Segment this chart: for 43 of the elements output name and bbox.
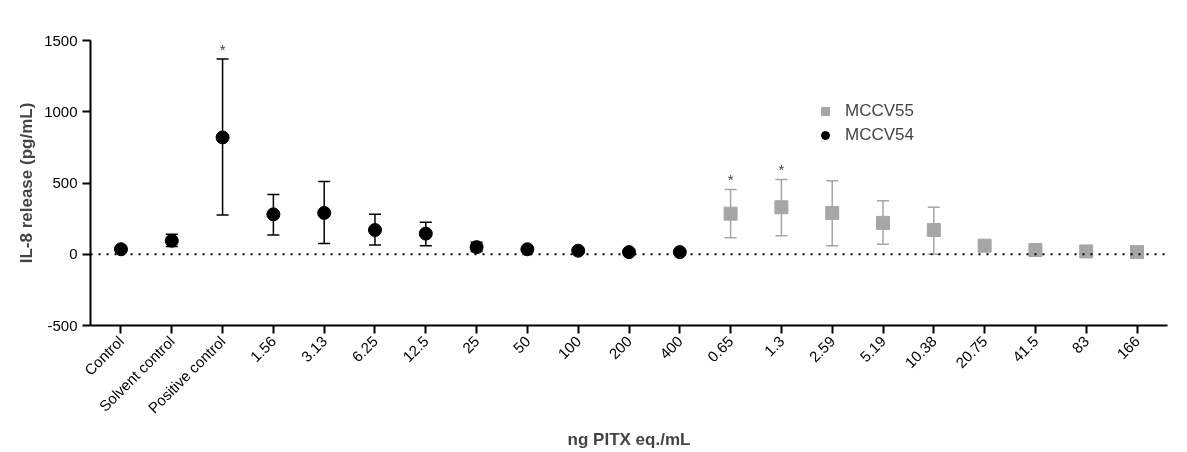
point <box>520 242 535 257</box>
x-tick-label: 166 <box>1113 332 1144 363</box>
x-tick-label: 2.59 <box>805 332 839 366</box>
y-tick-label: -500 <box>47 316 78 334</box>
point <box>113 242 128 257</box>
point <box>723 206 738 221</box>
point <box>1028 242 1043 257</box>
x-tick-label: 41.5 <box>1008 332 1042 366</box>
point <box>774 200 789 215</box>
legend-label: MCCV55 <box>845 101 914 121</box>
point <box>418 226 433 241</box>
legend-label: MCCV54 <box>845 125 914 145</box>
x-tick-label: 50 <box>509 332 534 357</box>
y-tick-label: 1500 <box>44 31 78 49</box>
x-tick-label: 5.19 <box>856 332 890 366</box>
point <box>1079 244 1094 259</box>
point <box>266 207 281 222</box>
y-axis-title: IL-8 release (pg/mL) <box>17 102 37 264</box>
x-tick-label: 1.3 <box>760 332 788 360</box>
point <box>672 245 687 260</box>
point <box>926 223 941 238</box>
x-tick-label: 200 <box>605 332 636 363</box>
x-tick-label: 25 <box>458 332 483 357</box>
x-tick-label: 100 <box>554 332 585 363</box>
x-tick-label: 400 <box>656 332 686 363</box>
point <box>1130 245 1145 260</box>
point <box>622 245 636 260</box>
point <box>215 130 230 145</box>
point <box>317 205 332 220</box>
point <box>876 215 891 230</box>
x-tick-label: 6.25 <box>348 332 381 366</box>
point <box>977 238 992 253</box>
annotation: * <box>778 161 785 179</box>
point <box>367 223 382 238</box>
y-tick-label: 1000 <box>44 102 78 120</box>
x-tick-label: 83 <box>1068 332 1093 357</box>
point <box>825 205 840 220</box>
annotation: * <box>219 41 226 59</box>
y-tick-label: 500 <box>52 174 78 191</box>
y-tick-label: 0 <box>69 245 78 263</box>
x-axis-title: ng PITX eq./mL <box>567 430 691 450</box>
point <box>571 243 586 258</box>
annotation: * <box>727 171 734 189</box>
